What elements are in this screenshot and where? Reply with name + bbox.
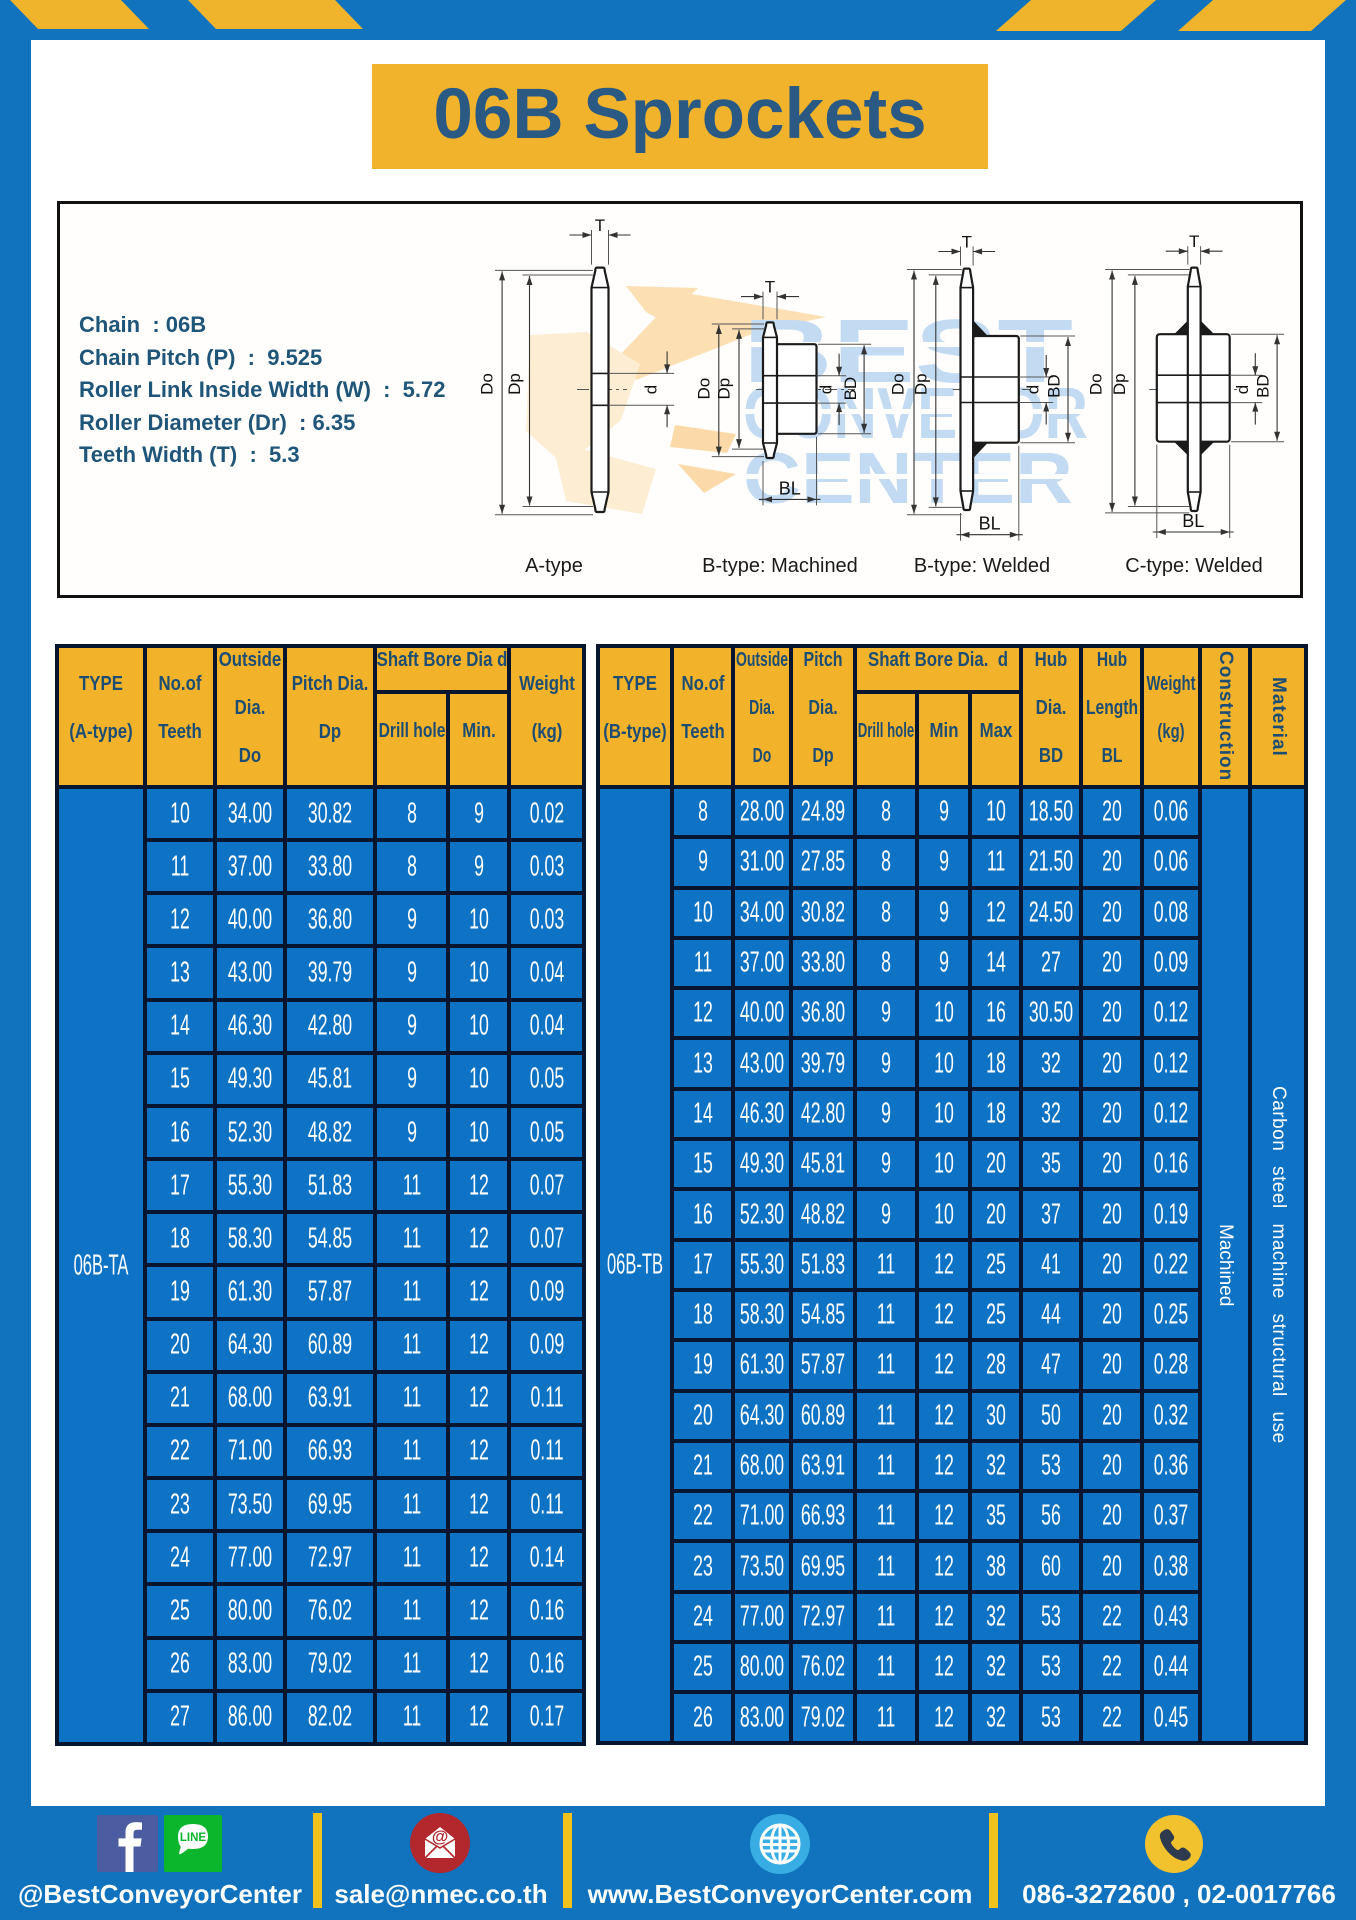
svg-text:BD: BD (1254, 374, 1273, 398)
svg-text:BD: BD (841, 377, 860, 401)
svg-text:T: T (962, 233, 972, 252)
svg-text:Dp: Dp (1110, 373, 1129, 395)
svg-text:Do: Do (478, 373, 497, 395)
svg-text:d: d (1024, 385, 1043, 394)
svg-text:BL: BL (779, 478, 801, 498)
svg-text:d: d (642, 385, 661, 394)
svg-text:T: T (1189, 232, 1199, 251)
svg-text:d: d (817, 385, 836, 394)
svg-text:Dp: Dp (505, 373, 524, 395)
svg-text:Dp: Dp (715, 378, 734, 400)
svg-text:BL: BL (979, 514, 1001, 534)
svg-text:Do: Do (889, 373, 908, 395)
svg-text:Do: Do (1087, 373, 1106, 395)
svg-text:d: d (1233, 385, 1252, 394)
svg-text:BD: BD (1045, 374, 1064, 398)
svg-text:Dp: Dp (911, 373, 930, 395)
svg-text:T: T (765, 278, 775, 297)
svg-text:Do: Do (694, 378, 713, 400)
svg-text:LINE: LINE (180, 1832, 207, 1844)
svg-text:BL: BL (1182, 511, 1204, 531)
svg-text:T: T (595, 216, 605, 235)
svg-text:@: @ (432, 1827, 449, 1846)
